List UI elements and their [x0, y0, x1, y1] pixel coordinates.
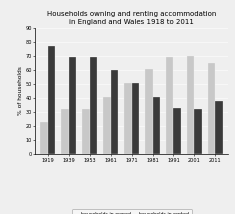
Bar: [145, 68, 153, 154]
Bar: [124, 83, 132, 154]
Bar: [194, 109, 202, 154]
Bar: [173, 108, 181, 154]
Bar: [90, 57, 97, 154]
Y-axis label: % of households: % of households: [18, 67, 23, 115]
Bar: [48, 46, 55, 154]
Title: Households owning and renting accommodation
in England and Wales 1918 to 2011: Households owning and renting accommodat…: [47, 11, 216, 25]
Bar: [132, 83, 139, 154]
Bar: [215, 101, 223, 154]
Bar: [61, 109, 69, 154]
Bar: [103, 97, 111, 154]
Bar: [40, 122, 48, 154]
Legend: households in owned
accommodation, households in rented
accommodation: households in owned accommodation, house…: [72, 210, 192, 214]
Bar: [166, 57, 173, 154]
Bar: [111, 70, 118, 154]
Bar: [69, 57, 76, 154]
Bar: [82, 109, 90, 154]
Bar: [208, 63, 215, 154]
Bar: [153, 97, 160, 154]
Bar: [187, 56, 194, 154]
